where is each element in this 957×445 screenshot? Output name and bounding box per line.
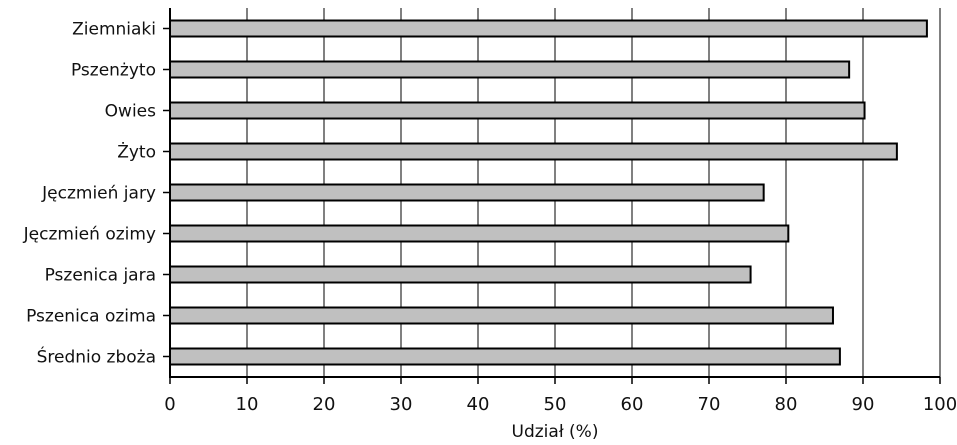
x-tick-label: 30 — [390, 394, 413, 415]
x-tick-label: 20 — [313, 394, 336, 415]
bar-2 — [169, 101, 866, 120]
bar-6 — [169, 265, 752, 284]
x-tick-label: 70 — [698, 394, 721, 415]
category-labels: Ziemniaki Pszenżyto Owies Żyto Jęczmień jary… — [23, 20, 156, 368]
x-axis-title: Udział (%) — [512, 422, 599, 442]
category-label: Pszenica jara — [45, 266, 156, 286]
bar-7 — [169, 306, 834, 325]
bar-8 — [169, 347, 841, 366]
bar-1 — [169, 60, 851, 79]
x-tick-label: 100 — [923, 394, 957, 415]
category-label: Jęczmień jary — [41, 184, 156, 204]
x-tick-label: 0 — [164, 394, 175, 415]
x-tick-label: 60 — [621, 394, 644, 415]
bars — [169, 19, 928, 366]
x-tick-label: 80 — [775, 394, 798, 415]
tick-labels: 0 10 20 30 40 50 60 70 80 90 100 — [164, 394, 957, 415]
bar-4 — [169, 183, 765, 202]
x-tick-label: 10 — [236, 394, 259, 415]
category-label: Pszenżyto — [71, 61, 156, 81]
category-label: Żyto — [117, 142, 156, 163]
bar-5 — [169, 224, 790, 243]
bar-3 — [169, 142, 898, 161]
bar-0 — [169, 19, 928, 38]
category-label: Średnio zboża — [37, 346, 156, 368]
category-label: Owies — [105, 102, 156, 122]
category-label: Jęczmień ozimy — [23, 225, 156, 245]
x-tick-label: 50 — [544, 394, 567, 415]
category-label: Pszenica ozima — [26, 307, 156, 327]
x-tick-label: 90 — [852, 394, 875, 415]
category-label: Ziemniaki — [72, 20, 156, 40]
axes — [163, 8, 941, 384]
x-tick-label: 40 — [467, 394, 490, 415]
